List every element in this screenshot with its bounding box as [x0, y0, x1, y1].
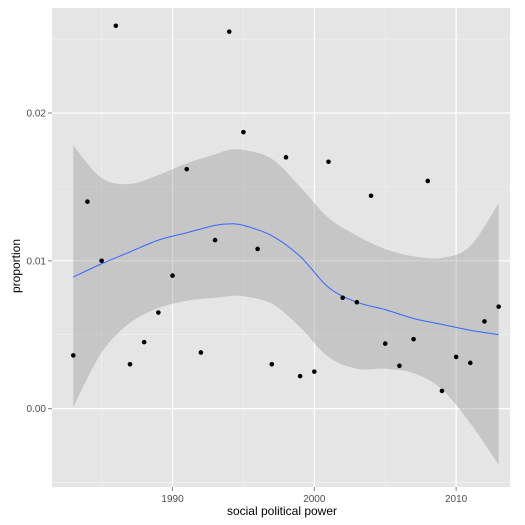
data-point — [397, 363, 402, 369]
confidence-ribbon — [73, 145, 499, 465]
y-axis-title: proportion — [9, 239, 23, 293]
data-point — [170, 273, 175, 278]
data-point — [425, 178, 431, 184]
x-tick-label: 2000 — [303, 494, 326, 505]
data-point — [198, 350, 204, 355]
smooth-line — [73, 223, 499, 336]
data-point — [354, 299, 360, 305]
data-point — [482, 319, 487, 324]
x-tick-label: 1990 — [161, 494, 184, 505]
data-point — [411, 336, 416, 342]
data-point — [184, 166, 190, 172]
x-axis-ticks: 1990 2000 2010 — [161, 487, 468, 505]
data-point — [156, 310, 161, 315]
minor-grid-lines — [52, 8, 510, 487]
data-point — [127, 361, 133, 367]
y-tick-label: 0.01 — [27, 256, 47, 267]
x-tick-label: 2010 — [445, 494, 468, 505]
data-point — [326, 159, 331, 165]
data-point — [496, 304, 501, 309]
y-tick-label: 0.02 — [27, 108, 47, 119]
x-axis-title: social political power — [227, 504, 337, 518]
y-tick-label: 0.00 — [27, 404, 47, 415]
data-point — [340, 295, 345, 301]
data-point — [368, 193, 374, 199]
data-point — [269, 361, 275, 367]
data-point — [85, 199, 90, 204]
major-grid-lines — [52, 8, 510, 487]
data-point — [382, 341, 388, 346]
data-point — [212, 237, 218, 243]
data-point — [312, 369, 317, 374]
plot-panel — [52, 8, 510, 487]
data-point — [226, 29, 232, 34]
data-point — [241, 129, 246, 135]
data-point — [70, 353, 76, 358]
data-points — [70, 23, 501, 394]
data-point — [99, 258, 104, 264]
y-axis-ticks: 0.00 0.01 0.02 — [27, 108, 52, 415]
data-point — [283, 155, 289, 160]
data-point — [141, 339, 147, 345]
data-point — [255, 246, 260, 252]
data-point — [467, 360, 473, 366]
data-point — [439, 388, 445, 394]
data-point — [453, 354, 459, 360]
data-point — [297, 373, 303, 379]
data-point — [113, 23, 119, 29]
